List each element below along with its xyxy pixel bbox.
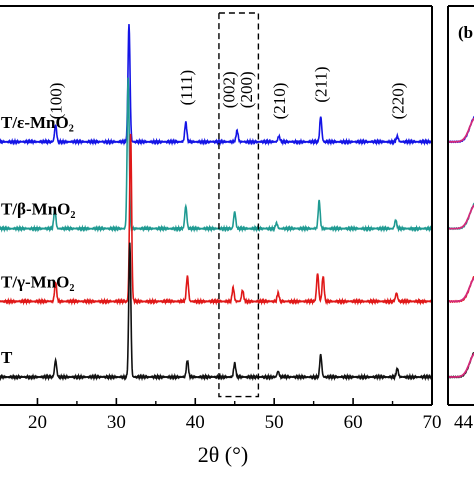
peak-label: (100)	[47, 83, 66, 120]
series-label: T/ε-MnO₂	[1, 113, 74, 132]
x-tick-label: 40	[186, 412, 205, 433]
panel-b-trace-0	[447, 115, 474, 144]
panel-b-fit-0	[448, 117, 474, 143]
peak-label: (111)	[177, 70, 196, 106]
peak-label: (211)	[312, 66, 331, 102]
series-line-3	[0, 242, 433, 382]
x-tick-label: 20	[28, 412, 47, 433]
x-axis-title: 2θ (°)	[198, 442, 249, 467]
panel-b: (b 44	[447, 5, 474, 433]
x-tick-label: 70	[423, 412, 442, 433]
panel-b-trace-2	[447, 275, 474, 304]
peak-label: (002)	[219, 71, 238, 108]
x-tick-label: 50	[265, 412, 284, 433]
panel-b-tick-label: 44	[454, 412, 474, 433]
series-label: T/β-MnO₂	[1, 200, 76, 219]
panel-b-label: (b	[458, 23, 473, 42]
series-line-2	[0, 133, 433, 306]
peak-label: (220)	[388, 83, 407, 120]
panel-a: T/ε-MnO₂T/β-MnO₂T/γ-MnO₂T(100)(110)(111)…	[0, 5, 442, 467]
peak-label: (200)	[237, 71, 256, 108]
series-label: T/γ-MnO₂	[1, 272, 75, 291]
x-tick-label: 60	[344, 412, 363, 433]
x-tick-label: 30	[107, 412, 126, 433]
peak-label: (210)	[270, 83, 289, 120]
panel-b-fit-1	[448, 204, 474, 230]
panel-b-fit-2	[448, 277, 474, 303]
series-line-1	[0, 77, 433, 233]
series-label: T	[1, 348, 13, 367]
series-line-0	[0, 24, 433, 147]
dashed-highlight-box	[218, 12, 260, 398]
panel-b-fit-3	[448, 352, 474, 378]
panel-b-trace-3	[447, 351, 474, 379]
panel-b-trace-1	[447, 202, 474, 231]
